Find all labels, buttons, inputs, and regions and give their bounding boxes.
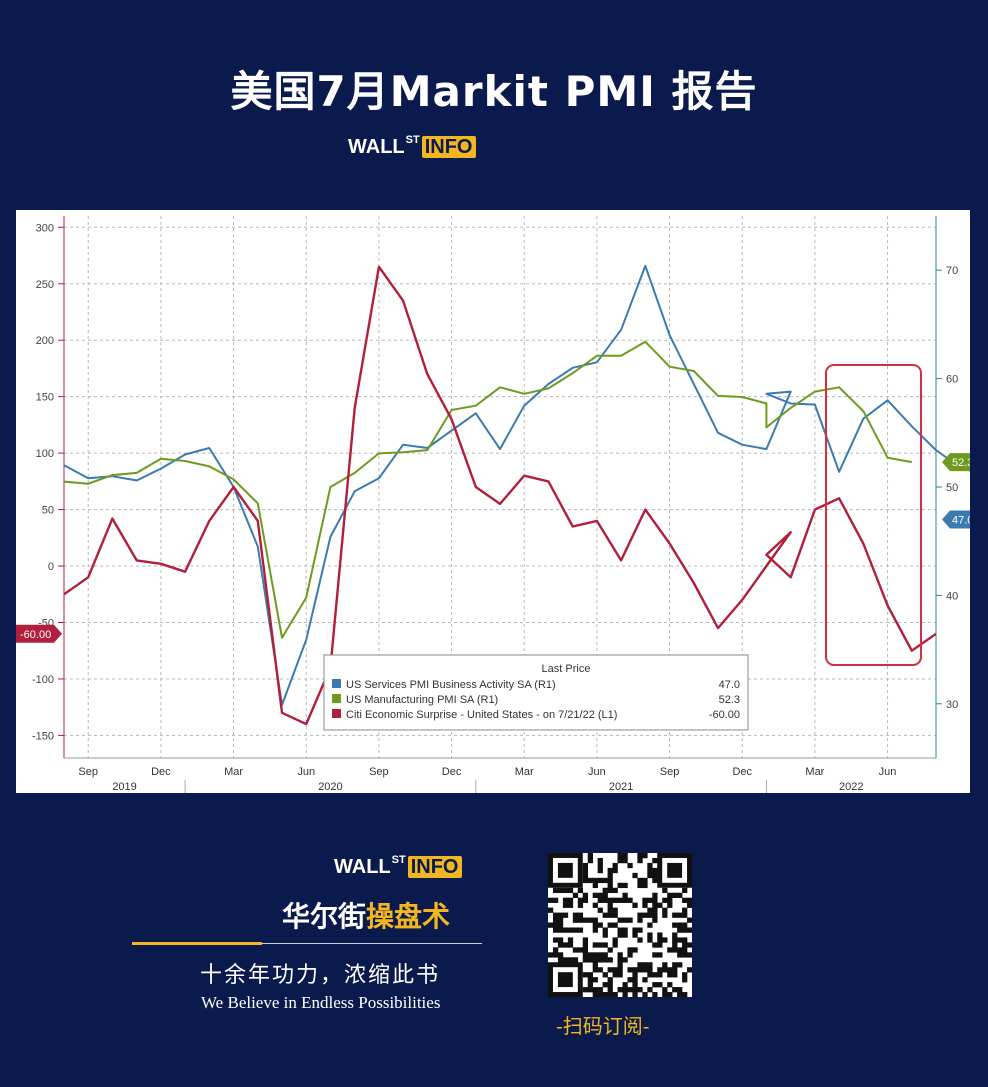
right-tick-label: 70 bbox=[946, 265, 958, 277]
left-tick-label: 200 bbox=[36, 335, 54, 347]
legend-title: Last Price bbox=[542, 663, 591, 675]
year-label: 2019 bbox=[112, 781, 136, 793]
x-tick-label: Jun bbox=[588, 766, 606, 778]
divider bbox=[132, 943, 482, 944]
qr-caption: -扫码订阅- bbox=[556, 1014, 650, 1038]
x-tick-label: Dec bbox=[442, 766, 462, 778]
x-tick-label: Sep bbox=[660, 766, 680, 778]
legend-box bbox=[323, 654, 749, 731]
left-tick-label: -100 bbox=[32, 674, 54, 686]
divider-accent bbox=[132, 942, 262, 945]
x-tick-label: Mar bbox=[224, 766, 243, 778]
right-tick-label: 40 bbox=[946, 590, 958, 602]
slogan-main: 华尔街 bbox=[282, 900, 367, 933]
left-tick-label: 100 bbox=[36, 448, 54, 460]
last-value-tag-label: 47.0 bbox=[952, 515, 970, 527]
x-tick-label: Mar bbox=[515, 766, 534, 778]
motto-cn: 十余年功力，浓缩此书 bbox=[200, 963, 441, 988]
year-label: 2020 bbox=[318, 781, 342, 793]
last-value-tag-label: 52.3 bbox=[952, 457, 970, 469]
last-value-tag bbox=[942, 510, 970, 529]
legend-entry: US Services PMI Business Activity SA (R1… bbox=[346, 679, 556, 691]
left-tick-label: 250 bbox=[36, 279, 54, 291]
left-tick-label: 50 bbox=[42, 505, 54, 517]
right-tick-label: 60 bbox=[946, 374, 958, 386]
year-label: 2022 bbox=[839, 781, 863, 793]
slogan-highlight: 操盘术 bbox=[366, 900, 451, 933]
x-tick-label: Sep bbox=[369, 766, 389, 778]
chart-panel: 300 250 200 150 100 50 0 -50 -100 -150 70 60 50 40 30 S… bbox=[16, 210, 970, 793]
legend-entry: Citi Economic Surprise - United States -… bbox=[346, 709, 617, 721]
wallstinfo-logo-footer: WALLST INFO bbox=[334, 854, 462, 879]
last-value-tag bbox=[16, 624, 62, 643]
motto-en: We Believe in Endless Possibilities bbox=[201, 993, 441, 1012]
legend-entry: US Manufacturing PMI SA (R1) bbox=[346, 694, 498, 706]
qr-code[interactable] bbox=[548, 853, 693, 998]
slogan: 华尔街操盘术 bbox=[282, 895, 450, 935]
x-tick-label: Sep bbox=[78, 766, 98, 778]
left-tick-label: -150 bbox=[32, 730, 54, 742]
wallstinfo-logo: WALLST INFO bbox=[348, 134, 476, 159]
last-value-tag-label: -60.00 bbox=[20, 629, 51, 641]
x-tick-label: Dec bbox=[732, 766, 752, 778]
left-tick-label: 150 bbox=[36, 392, 54, 404]
x-tick-label: Jun bbox=[297, 766, 315, 778]
legend-value: 52.3 bbox=[719, 694, 740, 706]
series-line-0 bbox=[63, 264, 970, 706]
x-tick-label: Dec bbox=[151, 766, 171, 778]
left-tick-label: 300 bbox=[36, 222, 54, 234]
highlight-box bbox=[825, 364, 922, 666]
legend-value: -60.00 bbox=[709, 709, 740, 721]
right-tick-label: 30 bbox=[946, 699, 958, 711]
x-tick-label: Mar bbox=[805, 766, 824, 778]
page-title: 美国7月Markit PMI 报告 bbox=[230, 67, 758, 116]
legend-swatch bbox=[332, 694, 341, 703]
legend-swatch bbox=[332, 679, 341, 688]
legend-value: 47.0 bbox=[719, 679, 740, 691]
year-label: 2021 bbox=[609, 781, 633, 793]
legend-swatch bbox=[332, 709, 341, 718]
series-line-1 bbox=[63, 340, 912, 639]
x-tick-label: Jun bbox=[879, 766, 897, 778]
right-tick-label: 50 bbox=[946, 482, 958, 494]
series-line-2 bbox=[63, 265, 937, 726]
pmi-chart: 300250200150100500-50-100-1507060504030S… bbox=[16, 216, 970, 793]
left-tick-label: 0 bbox=[48, 561, 54, 573]
last-value-tag bbox=[942, 453, 970, 472]
